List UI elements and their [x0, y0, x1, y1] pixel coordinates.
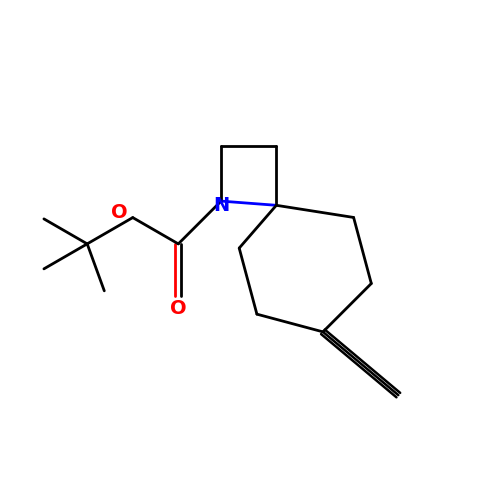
Text: O: O [111, 203, 128, 222]
Text: N: N [213, 196, 229, 215]
Text: O: O [170, 298, 187, 318]
